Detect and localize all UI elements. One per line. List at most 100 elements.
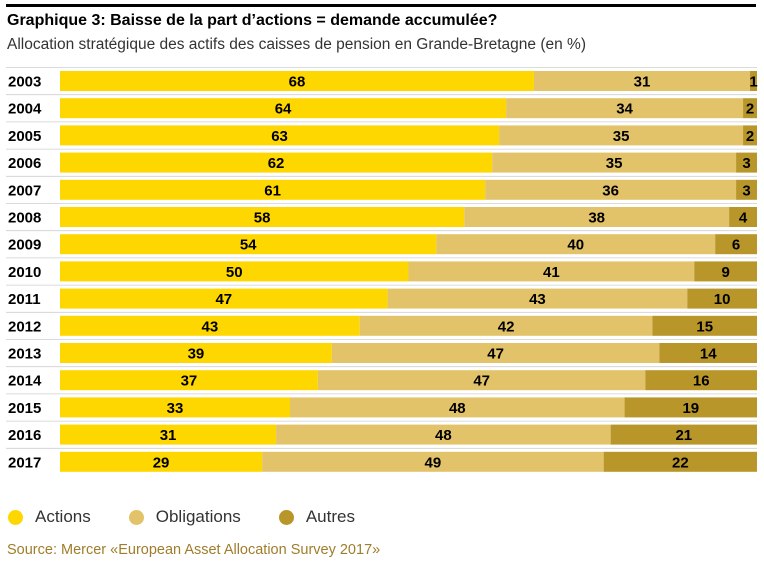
- bar-segment-autres: [624, 397, 757, 418]
- category-label: 2017: [8, 454, 41, 471]
- category-label: 2016: [8, 427, 41, 444]
- bar-segment-obligations: [492, 152, 737, 173]
- data-label-obligations: 48: [435, 427, 452, 444]
- chart-subtitle: Allocation stratégique des actifs des ca…: [7, 36, 587, 53]
- data-label-obligations: 35: [613, 128, 630, 145]
- bar-segment-actions: [60, 71, 534, 91]
- category-label: 2011: [8, 291, 41, 308]
- category-label: 2007: [8, 182, 41, 199]
- data-label-obligations: 47: [473, 373, 490, 390]
- data-label-obligations: 38: [588, 210, 605, 227]
- bar-segment-autres: [750, 71, 757, 91]
- data-label-obligations: 40: [567, 237, 584, 254]
- category-label: 2014: [8, 373, 42, 390]
- data-label-actions: 61: [264, 182, 281, 199]
- data-label-autres: 2: [746, 128, 754, 145]
- data-label-obligations: 31: [634, 74, 651, 91]
- legend-swatch-obligations: [128, 509, 144, 525]
- category-label: 2008: [8, 210, 41, 227]
- bar-segment-actions: [60, 152, 493, 173]
- bar-segment-autres: [715, 234, 757, 255]
- data-label-actions: 62: [268, 155, 285, 172]
- data-label-autres: 3: [742, 182, 750, 199]
- category-label: 2012: [8, 318, 41, 335]
- bar-segment-autres: [687, 288, 757, 309]
- legend-label-obligations: Obligations: [155, 507, 241, 526]
- category-label: 2004: [8, 101, 42, 118]
- data-label-obligations: 43: [529, 291, 546, 308]
- category-label: 2009: [8, 237, 41, 254]
- data-label-actions: 68: [289, 74, 306, 91]
- data-label-actions: 33: [167, 400, 184, 417]
- data-label-obligations: 34: [616, 101, 633, 118]
- legend: Actions Obligations Autres: [8, 507, 393, 527]
- category-label: 2015: [8, 400, 41, 417]
- bar-segment-actions: [60, 288, 388, 309]
- bar-segment-actions: [60, 207, 465, 227]
- bar-segment-obligations: [331, 343, 660, 363]
- data-label-obligations: 47: [487, 346, 504, 363]
- bar-segment-actions: [60, 234, 437, 255]
- bar-segment-obligations: [262, 451, 604, 472]
- bar-segment-obligations: [290, 397, 625, 418]
- data-label-autres: 3: [742, 155, 750, 172]
- top-rule: [6, 4, 756, 7]
- legend-label-actions: Actions: [35, 507, 91, 526]
- data-label-obligations: 49: [425, 454, 442, 471]
- data-label-actions: 58: [254, 210, 271, 227]
- bar-segment-autres: [729, 207, 757, 227]
- data-label-actions: 37: [181, 373, 198, 390]
- data-label-autres: 4: [739, 210, 748, 227]
- bar-segment-obligations: [359, 315, 653, 336]
- bar-segment-autres: [659, 343, 757, 363]
- bar-segment-actions: [60, 397, 291, 418]
- data-label-autres: 22: [672, 454, 689, 471]
- data-label-actions: 64: [275, 101, 292, 118]
- data-label-actions: 29: [153, 454, 170, 471]
- data-label-actions: 43: [202, 318, 219, 335]
- legend-label-autres: Autres: [305, 507, 355, 526]
- bar-segment-obligations: [499, 125, 744, 146]
- data-label-actions: 39: [188, 346, 205, 363]
- bar-segment-autres: [736, 179, 757, 200]
- bar-segment-actions: [60, 125, 500, 146]
- data-label-obligations: 42: [498, 318, 515, 335]
- category-label: 2006: [8, 155, 41, 172]
- data-label-actions: 50: [226, 264, 243, 281]
- data-label-autres: 21: [675, 427, 692, 444]
- bar-segment-obligations: [408, 261, 695, 282]
- bar-segment-actions: [60, 343, 332, 363]
- data-label-autres: 6: [732, 237, 740, 254]
- bar-segment-obligations: [276, 424, 611, 445]
- data-label-autres: 14: [700, 346, 717, 363]
- data-label-obligations: 41: [543, 264, 560, 281]
- source-note: Source: Mercer «European Asset Allocatio…: [7, 542, 381, 558]
- data-label-autres: 15: [696, 318, 713, 335]
- bar-segment-autres: [736, 152, 757, 173]
- bar-segment-obligations: [436, 234, 716, 255]
- bar-segment-actions: [60, 98, 507, 119]
- data-label-autres: 16: [693, 373, 710, 390]
- data-label-actions: 47: [215, 291, 232, 308]
- category-label: 2010: [8, 264, 41, 281]
- data-label-autres: 19: [682, 400, 699, 417]
- bar-segment-actions: [60, 370, 318, 391]
- bar-segment-autres: [645, 370, 757, 391]
- bar-segment-obligations: [464, 207, 730, 227]
- data-label-actions: 31: [160, 427, 177, 444]
- bar-segment-actions: [60, 315, 360, 336]
- bar-segment-obligations: [387, 288, 688, 309]
- bar-segment-autres: [652, 315, 757, 336]
- legend-item-autres: Autres: [278, 507, 355, 527]
- bar-segment-actions: [60, 451, 263, 472]
- legend-item-actions: Actions: [8, 507, 91, 527]
- bar-segment-obligations: [317, 370, 646, 391]
- bar-segment-obligations: [506, 98, 744, 119]
- data-label-autres: 9: [721, 264, 729, 281]
- bar-segment-autres: [694, 261, 757, 282]
- bar-segment-autres: [603, 451, 757, 472]
- bar-segment-actions: [60, 179, 486, 200]
- chart-title: Graphique 3: Baisse de la part d’actions…: [7, 12, 498, 29]
- bar-segment-obligations: [485, 179, 737, 200]
